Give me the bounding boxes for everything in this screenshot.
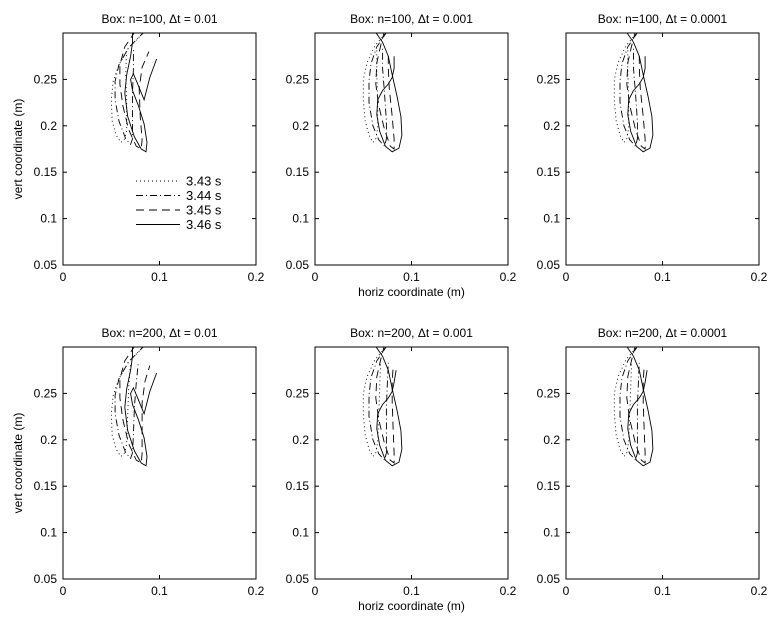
y-tick-label: 0.1: [292, 212, 309, 226]
series-line-3-44-s: [368, 347, 389, 462]
legend-entry-label: 3.46 s: [186, 217, 222, 232]
legend-entry-label: 3.45 s: [186, 203, 222, 218]
legend-entry-label: 3.43 s: [186, 174, 222, 189]
chart-panel-5: 0.05 0.1 0.15 0.2 0.25 0 0.1 0.2 Box: n=200, Δt …: [286, 326, 517, 613]
axes-frame: [62, 32, 257, 266]
x-tick-label: 0.2: [248, 584, 265, 598]
y-tick-label: 0.05: [34, 572, 58, 586]
series-line-3-45-s: [626, 33, 646, 150]
series-line-3-44-s: [619, 347, 640, 462]
y-tick-label: 0.15: [286, 165, 310, 179]
y-tick-label: 0.15: [537, 479, 561, 493]
x-tick-label: 0.2: [751, 270, 768, 284]
legend-entry-label: 3.44 s: [186, 188, 222, 203]
x-tick-label: 0.1: [151, 270, 168, 284]
y-tick-label: 0.2: [40, 433, 57, 447]
chart-panel-3: 0.05 0.1 0.15 0.2 0.25 0 0.1 0.2 Box: n=100, Δt …: [537, 12, 768, 284]
x-tick-label: 0.2: [248, 270, 265, 284]
panel-title: Box: n=200, Δt = 0.001: [350, 326, 473, 340]
axes-frame: [565, 32, 760, 266]
panel-title: Box: n=200, Δt = 0.01: [101, 326, 217, 340]
series-line-3-45-s: [375, 33, 395, 150]
series-line-3-44-s: [114, 33, 144, 146]
x-tick-label: 0: [312, 584, 319, 598]
legend: 3.43 s3.44 s3.45 s3.46 s: [136, 174, 222, 232]
x-tick-label: 0: [60, 270, 67, 284]
series-line-3-46-s: [375, 347, 403, 467]
x-tick-label: 0: [60, 584, 67, 598]
y-axis-label: vert coordinate (m): [11, 413, 25, 514]
panel-title: Box: n=100, Δt = 0.001: [350, 12, 473, 26]
y-tick-label: 0.1: [40, 526, 57, 540]
series-line-3-44-s: [619, 33, 638, 148]
x-tick-label: 0.1: [403, 584, 420, 598]
x-tick-label: 0.2: [500, 584, 517, 598]
x-tick-label: 0.1: [151, 584, 168, 598]
y-tick-label: 0.2: [543, 119, 560, 133]
x-axis-label: horiz coordinate (m): [358, 285, 465, 299]
x-tick-label: 0.1: [654, 584, 671, 598]
y-tick-label: 0.25: [286, 72, 310, 86]
y-tick-label: 0.1: [543, 212, 560, 226]
y-tick-label: 0.15: [34, 165, 58, 179]
series-line-3-44-s: [368, 33, 387, 148]
x-tick-label: 0.2: [751, 584, 768, 598]
y-tick-label: 0.15: [34, 479, 58, 493]
series-line-3-46-s: [375, 33, 403, 153]
y-tick-label: 0.25: [34, 72, 58, 86]
chart-panel-2: 0.05 0.1 0.15 0.2 0.25 0 0.1 0.2 Box: n=100, Δt …: [286, 12, 517, 299]
series-line-3-44-s: [114, 347, 144, 460]
y-tick-label: 0.05: [537, 258, 561, 272]
y-tick-label: 0.15: [537, 165, 561, 179]
chart-panel-6: 0.05 0.1 0.15 0.2 0.25 0 0.1 0.2 Box: n=200, Δt …: [537, 326, 768, 598]
y-tick-label: 0.05: [286, 258, 310, 272]
chart-panel-1: 0.05 0.1 0.15 0.2 0.25 0 0.1 0.2 Box: n=100, Δt …: [11, 12, 265, 284]
chart-panel-4: 0.05 0.1 0.15 0.2 0.25 0 0.1 0.2 Box: n=200, Δt …: [11, 326, 265, 598]
y-tick-label: 0.2: [543, 433, 560, 447]
x-tick-label: 0: [563, 270, 570, 284]
x-tick-label: 0: [312, 270, 319, 284]
panel-title: Box: n=100, Δt = 0.01: [101, 12, 217, 26]
axes-frame: [565, 346, 760, 580]
x-axis-label: horiz coordinate (m): [358, 599, 465, 613]
series-line-3-45-s: [119, 347, 151, 464]
axes-frame: [314, 32, 509, 266]
series-line-3-45-s: [375, 347, 395, 464]
axes-frame: [62, 346, 257, 580]
y-tick-label: 0.15: [286, 479, 310, 493]
x-tick-label: 0: [563, 584, 570, 598]
series-line-3-43-s: [110, 33, 144, 144]
series-line-3-46-s: [124, 347, 158, 467]
y-tick-label: 0.25: [537, 72, 561, 86]
y-tick-label: 0.1: [40, 212, 57, 226]
y-tick-label: 0.05: [34, 258, 58, 272]
panel-title: Box: n=200, Δt = 0.0001: [598, 326, 728, 340]
axes-frame: [314, 346, 509, 580]
series-line-3-46-s: [124, 33, 158, 153]
y-tick-label: 0.05: [537, 572, 561, 586]
y-tick-label: 0.2: [292, 433, 309, 447]
y-tick-label: 0.1: [543, 526, 560, 540]
y-tick-label: 0.25: [286, 386, 310, 400]
series-line-3-43-s: [110, 347, 144, 458]
x-tick-label: 0.1: [654, 270, 671, 284]
y-axis-label: vert coordinate (m): [11, 99, 25, 200]
y-tick-label: 0.25: [537, 386, 561, 400]
x-tick-label: 0.2: [500, 270, 517, 284]
y-tick-label: 0.1: [292, 526, 309, 540]
y-tick-label: 0.2: [40, 119, 57, 133]
panel-title: Box: n=100, Δt = 0.0001: [598, 12, 728, 26]
y-tick-label: 0.05: [286, 572, 310, 586]
series-line-3-45-s: [119, 33, 150, 150]
x-tick-label: 0.1: [403, 270, 420, 284]
y-tick-label: 0.2: [292, 119, 309, 133]
y-tick-label: 0.25: [34, 386, 58, 400]
series-line-3-45-s: [626, 347, 646, 464]
series-line-3-46-s: [626, 347, 654, 467]
series-line-3-46-s: [626, 33, 654, 153]
